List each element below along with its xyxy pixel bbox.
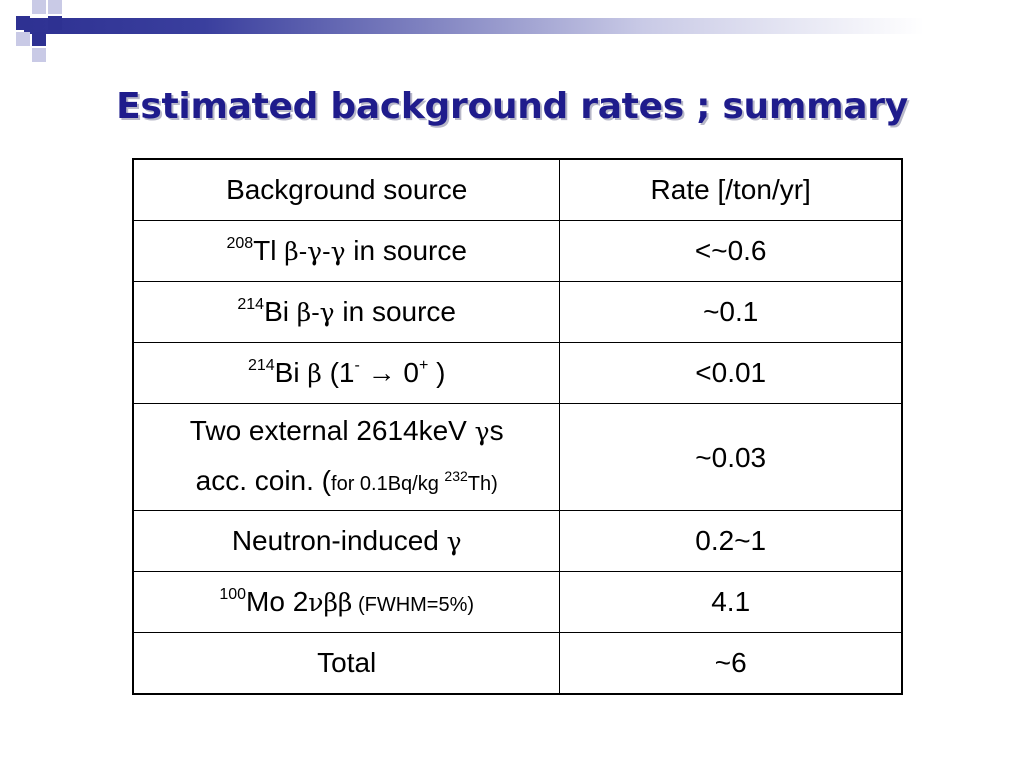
background-rates-table: Background source Rate [/ton/yr] 208Tl β… bbox=[132, 158, 903, 695]
source-cell: 214Bi β (1- → 0+ ) bbox=[132, 342, 561, 404]
source-cell: Total bbox=[132, 632, 561, 695]
rate-cell: <~0.6 bbox=[559, 220, 903, 282]
rate-cell: ~0.1 bbox=[559, 281, 903, 343]
rate-cell: <0.01 bbox=[559, 342, 903, 404]
table-header-row: Background source Rate [/ton/yr] bbox=[132, 158, 903, 221]
table-row: 208Tl β-γ-γ in source <~0.6 bbox=[132, 220, 903, 282]
header-gradient-bar bbox=[24, 18, 1024, 34]
table-row: 214Bi β-γ in source ~0.1 bbox=[132, 281, 903, 343]
source-cell: Two external 2614keV γs acc. coin. (for 0… bbox=[132, 403, 561, 511]
source-cell: Neutron-induced γ bbox=[132, 510, 561, 572]
table-row: Total ~6 bbox=[132, 632, 903, 695]
table-row: Neutron-induced γ 0.2~1 bbox=[132, 510, 903, 572]
source-cell: 100Mo 2νββ (FWHM=5%) bbox=[132, 571, 561, 633]
slide-title: Estimated background rates ; summary bbox=[116, 86, 908, 127]
rate-cell: 4.1 bbox=[559, 571, 903, 633]
rate-cell: 0.2~1 bbox=[559, 510, 903, 572]
source-cell: 208Tl β-γ-γ in source bbox=[132, 220, 561, 282]
table-row: Two external 2614keV γs acc. coin. (for 0… bbox=[132, 403, 903, 511]
table-row: 214Bi β (1- → 0+ ) <0.01 bbox=[132, 342, 903, 404]
header-background-source: Background source bbox=[132, 158, 561, 221]
rate-cell: ~6 bbox=[559, 632, 903, 695]
table-row: 100Mo 2νββ (FWHM=5%) 4.1 bbox=[132, 571, 903, 633]
rate-cell: ~0.03 bbox=[559, 403, 903, 511]
header-rate: Rate [/ton/yr] bbox=[559, 158, 903, 221]
source-cell: 214Bi β-γ in source bbox=[132, 281, 561, 343]
